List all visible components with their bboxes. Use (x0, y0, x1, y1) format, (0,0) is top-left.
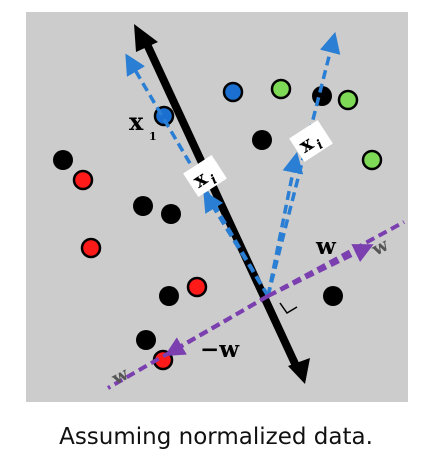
point-black (161, 204, 181, 224)
point-black (323, 286, 343, 306)
w-vectors (107, 220, 405, 390)
data-points (53, 78, 383, 371)
vector-w-extended (267, 220, 405, 298)
svg-text:x: x (129, 107, 144, 136)
point-black (136, 330, 156, 350)
projection-diagram: x 1 x i x i w w −w w (26, 12, 408, 402)
point-green (270, 78, 292, 100)
right-angle-marker (279, 302, 298, 315)
svg-text:1: 1 (149, 130, 157, 143)
caption: Assuming normalized data. (59, 424, 373, 450)
point-green (361, 149, 383, 171)
point-red (186, 276, 208, 298)
vector-neg-w-extended (107, 294, 269, 390)
point-red (72, 169, 94, 191)
point-black (159, 286, 179, 306)
point-blue (222, 81, 244, 103)
point-black (133, 196, 153, 216)
vector-xi-mid (266, 151, 304, 297)
point-black (53, 150, 73, 170)
label-neg-w: −w (200, 336, 240, 363)
vector-xi-left (203, 190, 270, 297)
vector-x-top-right (266, 31, 341, 297)
label-w: w (315, 233, 337, 260)
label-xi-left: x i (183, 154, 227, 198)
xi-vectors (125, 31, 341, 297)
point-black (252, 130, 272, 150)
label-xi-right: x i (289, 119, 333, 163)
label-x1: x 1 (129, 107, 157, 143)
point-green (337, 89, 359, 111)
point-red (80, 237, 102, 259)
